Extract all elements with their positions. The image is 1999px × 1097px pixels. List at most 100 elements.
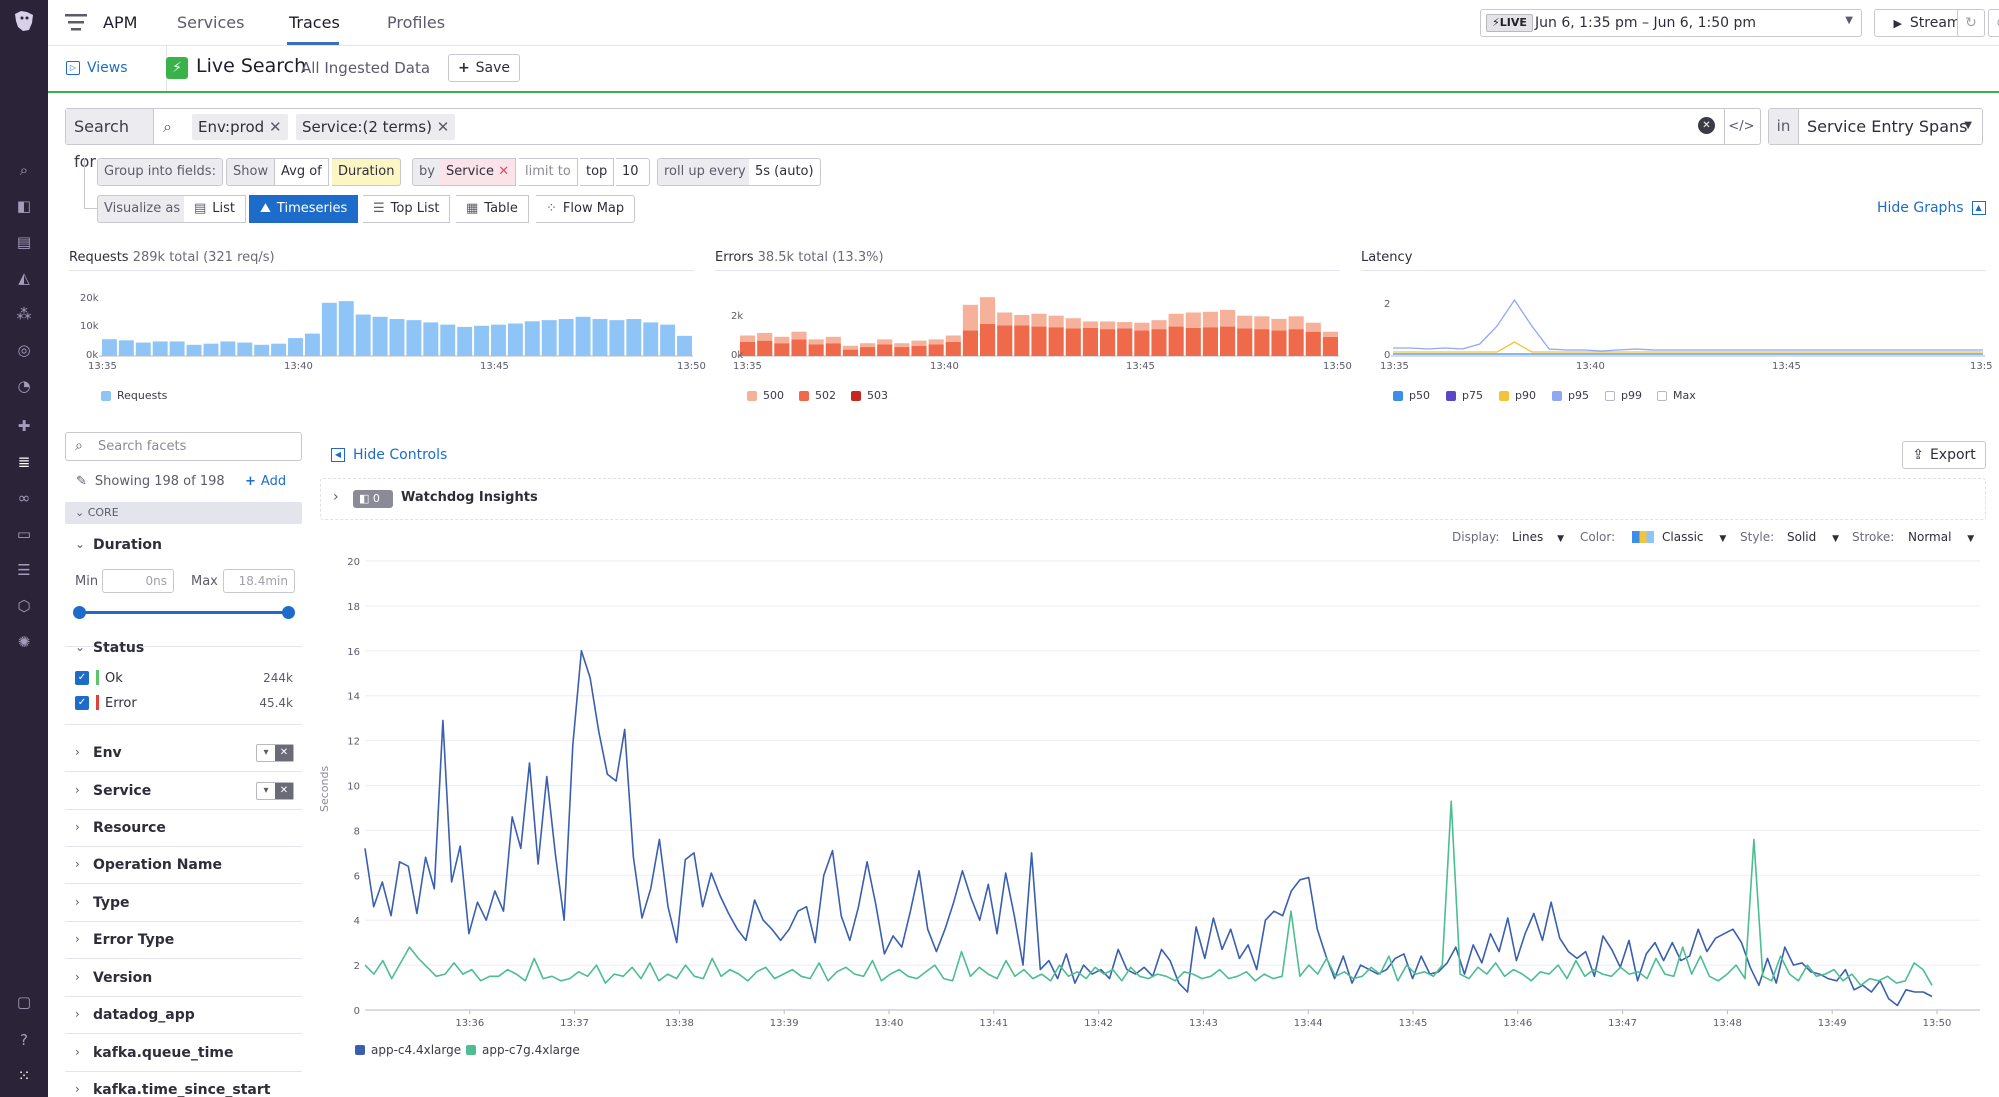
facet-tools[interactable]: ▾ ✕ — [256, 744, 294, 762]
puzzle-icon[interactable]: ✚ — [17, 417, 31, 435]
duration-slider-track[interactable] — [79, 611, 289, 614]
link-icon[interactable]: ∞ — [17, 489, 31, 507]
clear-search-icon[interactable]: ✕ — [1698, 117, 1715, 134]
datadog-logo-icon[interactable] — [8, 6, 40, 36]
viz-table[interactable]: ▦ Table — [456, 195, 529, 223]
user-icon[interactable]: ⁙ — [17, 1067, 31, 1085]
facet-error-type[interactable]: › Error Type — [65, 923, 302, 959]
display-select[interactable]: Lines ▼ — [1512, 530, 1564, 544]
monitors-icon[interactable]: ◎ — [17, 341, 31, 359]
duration-min-input[interactable]: 0ns — [102, 569, 174, 593]
facet-resource[interactable]: › Resource — [65, 811, 302, 847]
facet-operation-name[interactable]: › Operation Name — [65, 848, 302, 884]
viz-flowmap[interactable]: ⁘ Flow Map — [536, 195, 636, 223]
checkbox-error[interactable]: ✓ — [75, 696, 89, 710]
binoculars-icon[interactable]: ◧ — [16, 197, 32, 215]
group-field-chip[interactable]: Service ✕ — [440, 158, 517, 186]
facet-service[interactable]: › Service ▾ ✕ — [65, 774, 302, 810]
search-chip-env[interactable]: Env:prod ✕ — [192, 114, 288, 140]
facet-datadog-app[interactable]: › datadog_app — [65, 998, 302, 1034]
top-select[interactable]: top — [580, 158, 615, 186]
tab-profiles[interactable]: Profiles — [387, 13, 446, 32]
security-icon[interactable]: ⬡ — [17, 597, 31, 615]
watchdog-insights-bar[interactable]: › ◧ 0 Watchdog Insights — [320, 478, 1986, 520]
facet-search[interactable]: ⌕ Search facets — [65, 432, 302, 461]
facet-version[interactable]: › Version — [65, 961, 302, 997]
search-chip-service[interactable]: Service:(2 terms) ✕ — [296, 114, 456, 140]
facet-kafka-time-since-start[interactable]: › kafka.time_since_start — [65, 1073, 302, 1097]
logs-icon[interactable]: ▭ — [16, 525, 32, 543]
close-icon[interactable]: ✕ — [268, 118, 282, 136]
close-icon[interactable]: ✕ — [275, 745, 293, 761]
metrics-icon[interactable]: ◭ — [18, 269, 30, 287]
rollup-select[interactable]: 5s (auto) — [749, 158, 821, 186]
viz-toplist[interactable]: ☰ Top List — [363, 195, 451, 223]
apm-icon[interactable]: ≣ — [17, 453, 31, 471]
viz-timeseries[interactable]: ⛰ Timeseries — [249, 195, 359, 223]
legend-item[interactable]: p50 — [1393, 389, 1430, 402]
hide-controls-button[interactable]: ◀ Hide Controls — [331, 447, 447, 463]
stroke-select[interactable]: Normal ▼ — [1908, 530, 1974, 544]
color-select[interactable]: Classic ▼ — [1632, 530, 1726, 544]
legend-item[interactable]: p99 — [1605, 389, 1642, 402]
code-view-icon[interactable]: </> — [1724, 109, 1758, 144]
legend-item[interactable]: p75 — [1446, 389, 1483, 402]
close-icon[interactable]: ✕ — [275, 783, 293, 799]
legend-item[interactable]: app-c4.4xlarge — [355, 1043, 461, 1057]
legend-item[interactable]: p95 — [1552, 389, 1589, 402]
close-icon[interactable]: ✕ — [436, 118, 450, 136]
add-facet-button[interactable]: + Add — [245, 474, 286, 489]
help-icon[interactable]: ? — [20, 1031, 28, 1049]
tab-traces[interactable]: Traces — [289, 13, 340, 32]
aggregation-select[interactable]: Avg of — [275, 158, 329, 186]
gauge-icon[interactable]: ◔ — [17, 377, 31, 395]
hide-graphs-button[interactable]: Hide Graphs ▲ — [1877, 200, 1986, 216]
series-line-2[interactable] — [364, 800, 1933, 987]
tab-services[interactable]: Services — [177, 13, 245, 32]
duration-max-input[interactable]: 18.4min — [223, 569, 295, 593]
legend-item[interactable]: Max — [1657, 389, 1696, 402]
core-section-header[interactable]: ⌄ CORE — [65, 502, 302, 524]
facet-tools[interactable]: ▾ ✕ — [256, 782, 294, 800]
span-scope-select[interactable]: in Service Entry Spans ▼ — [1768, 108, 1983, 145]
search-bar[interactable]: Search for ⌕ Env:prod ✕ Service:(2 terms… — [65, 108, 1761, 171]
chevron-down-icon[interactable]: ⌄ — [75, 640, 86, 654]
legend-item[interactable]: 502 — [799, 389, 836, 402]
chevron-down-icon[interactable]: ⌄ — [75, 537, 86, 551]
chat-icon[interactable]: ▢ — [16, 993, 32, 1011]
errors-graph[interactable] — [715, 286, 1355, 372]
refresh-icon[interactable]: ↻ — [1957, 9, 1985, 37]
search-icon[interactable]: ⌕ — [19, 161, 29, 179]
facet-type[interactable]: › Type — [65, 886, 302, 922]
zoom-out-icon[interactable]: ⊖ — [1988, 9, 1999, 37]
legend-item[interactable]: 500 — [747, 389, 784, 402]
filter-icon[interactable]: ▾ — [263, 747, 269, 758]
style-select[interactable]: Solid ▼ — [1787, 530, 1839, 544]
pipelines-icon[interactable]: ☰ — [17, 561, 31, 579]
viz-list[interactable]: ▤ List — [184, 195, 247, 223]
facet-env[interactable]: › Env ▾ ✕ — [65, 736, 302, 772]
bug-icon[interactable]: ✺ — [17, 633, 31, 651]
latency-graph[interactable] — [1361, 286, 1991, 372]
timeseries-chart[interactable]: 0 2 4 6 8 10 12 14 16 18 20 13:36 13:37 13:38 13:39 13:… — [320, 548, 1986, 1028]
facet-kafka-queue-time[interactable]: › kafka.queue_time — [65, 1036, 302, 1072]
requests-graph[interactable] — [69, 286, 709, 372]
views-button[interactable]: ▷ Views — [66, 60, 128, 76]
legend-item[interactable]: app-c7g.4xlarge — [466, 1043, 580, 1057]
apm-title[interactable]: APM — [103, 13, 138, 32]
checkbox-ok[interactable]: ✓ — [75, 671, 89, 685]
pencil-icon[interactable]: ✎ — [76, 474, 87, 489]
legend-item[interactable]: 503 — [851, 389, 888, 402]
integrations-icon[interactable]: ⁂ — [16, 305, 32, 323]
save-button[interactable]: + Save — [448, 54, 520, 82]
menu-icon[interactable] — [65, 13, 87, 31]
export-button[interactable]: ⇪ Export — [1902, 441, 1986, 469]
top-n-input[interactable]: 10 — [616, 158, 650, 186]
dashboard-icon[interactable]: ▤ — [16, 233, 32, 251]
series-line-1[interactable] — [364, 650, 1933, 1007]
legend-item[interactable]: Requests — [101, 389, 167, 402]
slider-handle-min[interactable] — [73, 606, 86, 619]
legend-item[interactable]: p90 — [1499, 389, 1536, 402]
slider-handle-max[interactable] — [282, 606, 295, 619]
filter-icon[interactable]: ▾ — [263, 785, 269, 796]
